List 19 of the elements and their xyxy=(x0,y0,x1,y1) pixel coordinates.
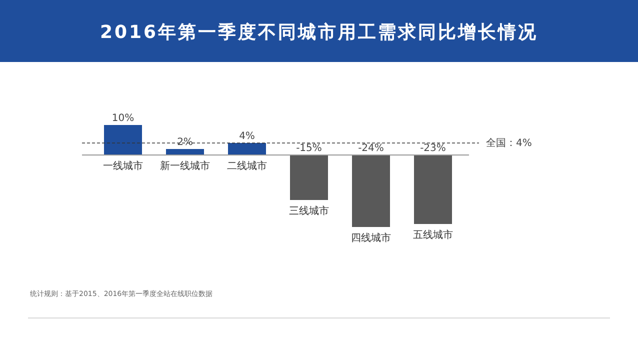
x-tick-label: 一线城市 xyxy=(103,160,143,172)
x-tick-label: 五线城市 xyxy=(413,229,453,241)
data-label: 4% xyxy=(239,131,255,142)
bar xyxy=(414,155,452,224)
x-tick-label: 二线城市 xyxy=(227,160,267,172)
bar xyxy=(352,155,390,227)
x-tick-label: 三线城市 xyxy=(289,205,329,217)
x-tick-label: 四线城市 xyxy=(351,232,391,244)
ref-line-label: 全国：4% xyxy=(486,137,532,149)
bar xyxy=(228,143,266,155)
chart-title: 2016年第一季度不同城市用工需求同比增长情况 xyxy=(100,22,538,43)
data-label: -15% xyxy=(296,143,322,154)
data-label: -23% xyxy=(420,143,446,154)
bar xyxy=(104,125,142,155)
bar xyxy=(290,155,328,200)
data-label: -24% xyxy=(358,143,384,154)
bar xyxy=(166,149,204,155)
data-label: 10% xyxy=(112,113,134,124)
x-tick-label: 新一线城市 xyxy=(160,160,210,172)
